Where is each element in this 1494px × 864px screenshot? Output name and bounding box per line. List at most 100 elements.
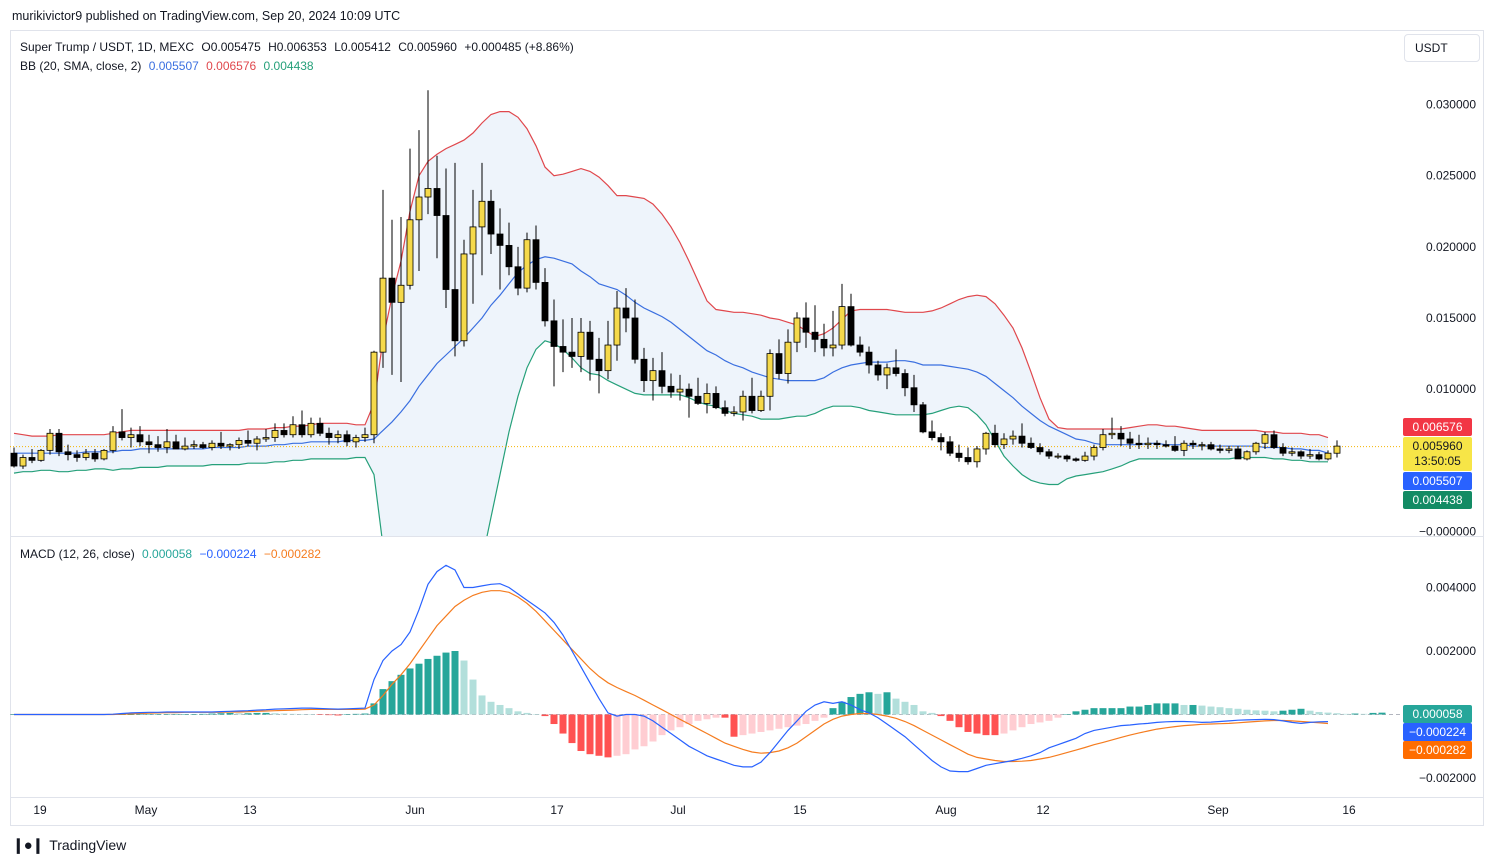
candle (199, 441, 207, 449)
macd-hist-bar (613, 714, 621, 756)
candle (136, 426, 144, 447)
candle-body (100, 449, 108, 460)
candle-body (1270, 434, 1278, 448)
bb-legend-upper: 0.006576 (206, 59, 257, 73)
candle-body (1234, 448, 1242, 460)
macd-hist-bar (217, 713, 225, 715)
macd-hist-bar (892, 698, 900, 715)
candle-body (703, 393, 711, 404)
bb-basis-badge: 0.005507 (1403, 472, 1472, 490)
candle-body (505, 245, 513, 268)
candle-body (424, 188, 432, 198)
candle (1324, 450, 1332, 461)
macd-hist-bar (388, 681, 396, 715)
candle-body (865, 351, 873, 366)
candle-body (154, 444, 162, 448)
candles-layer (10, 90, 1400, 469)
macd-hist-bar (1045, 714, 1053, 721)
macd-legend: MACD (12, 26, close) 0.000058 −0.000224 … (20, 547, 325, 561)
legend-symbol[interactable]: Super Trump / USDT, 1D, MEXC (20, 40, 195, 54)
candle (766, 349, 774, 411)
candle-body (1018, 435, 1026, 444)
bb-legend-label[interactable]: BB (20, SMA, close, 2) (20, 59, 142, 73)
time-tick-label: May (135, 803, 158, 817)
macd-hist-bar (1009, 714, 1017, 731)
macd-hist-bar (334, 714, 342, 716)
time-tick-label: Sep (1207, 803, 1229, 817)
candle (1126, 431, 1134, 449)
candle (658, 352, 666, 394)
macd-hist-bar (424, 658, 432, 715)
macd-hist-bar (874, 693, 882, 715)
candle (1144, 437, 1152, 449)
currency-button[interactable]: USDT (1404, 34, 1480, 62)
candle (802, 302, 810, 348)
macd-hist-bar (1153, 703, 1161, 715)
macd-hist-bar (154, 714, 162, 715)
candle (190, 440, 198, 449)
candle (1243, 450, 1251, 461)
candle (694, 377, 702, 405)
time-tick-label: 19 (33, 803, 47, 817)
time-tick-label: Aug (935, 803, 956, 817)
macd-hist-bar (307, 714, 315, 715)
macd-hist-bar (1099, 708, 1107, 715)
candle (982, 431, 990, 455)
candle (910, 374, 918, 412)
macd-hist-bar (919, 711, 927, 715)
candle (397, 216, 405, 383)
candle-body (1000, 438, 1008, 446)
candle-body (721, 407, 729, 414)
main-legend: Super Trump / USDT, 1D, MEXC O0.005475 H… (20, 40, 578, 54)
macd-hist-bar (145, 714, 153, 715)
bb-upper-line (13, 111, 1329, 439)
bb-upper-badge: 0.006576 (1403, 418, 1472, 436)
macd-hist-bar (1117, 708, 1125, 715)
macd-hist-bar (136, 714, 144, 715)
candle-body (199, 444, 207, 448)
candle (442, 168, 450, 309)
candle (469, 189, 477, 304)
candle-body (910, 387, 918, 406)
macd-hist-bar (361, 713, 369, 715)
candle (1027, 437, 1035, 449)
macd-hist-bar (667, 714, 675, 731)
candle (1297, 450, 1305, 459)
macd-hist-bar (1081, 709, 1089, 715)
macd-hist-bar (550, 714, 558, 725)
candle-body (271, 430, 279, 438)
bb-legend-basis: 0.005507 (148, 59, 199, 73)
last-price-badge-text: 13:50:05 (1414, 454, 1461, 468)
macd-tick-label: −0.002000 (1419, 771, 1476, 785)
candle-body (1090, 447, 1098, 457)
candle-body (1279, 447, 1287, 454)
candle (496, 208, 504, 290)
candle (433, 155, 441, 259)
macd-hist-bar (244, 713, 252, 715)
candle-body (55, 432, 63, 453)
macd-hist-bar (973, 714, 981, 734)
macd-legend-label[interactable]: MACD (12, 26, close) (20, 547, 135, 561)
macd-hist-bar (1252, 710, 1260, 715)
candle (1261, 431, 1269, 449)
macd-hist-bar (262, 712, 270, 715)
macd-hist-bar (829, 708, 837, 715)
candle-body (109, 431, 117, 451)
candle (172, 434, 180, 450)
macd-hist-bar (1144, 704, 1152, 715)
candle (1234, 446, 1242, 460)
candle-body (1117, 432, 1125, 440)
candle-body (1216, 448, 1224, 451)
macd-hist-badge-bg (1403, 705, 1472, 723)
macd-hist-bar (442, 652, 450, 715)
tradingview-logo[interactable]: ❙●❙ TradingView (12, 836, 126, 854)
candle (739, 390, 747, 421)
candle (784, 329, 792, 384)
candle (1108, 417, 1116, 439)
candle-body (748, 395, 756, 411)
candle (712, 386, 720, 410)
candle-body (226, 444, 234, 447)
macd-hist-bar (1000, 714, 1008, 734)
candle-body (1009, 435, 1017, 440)
